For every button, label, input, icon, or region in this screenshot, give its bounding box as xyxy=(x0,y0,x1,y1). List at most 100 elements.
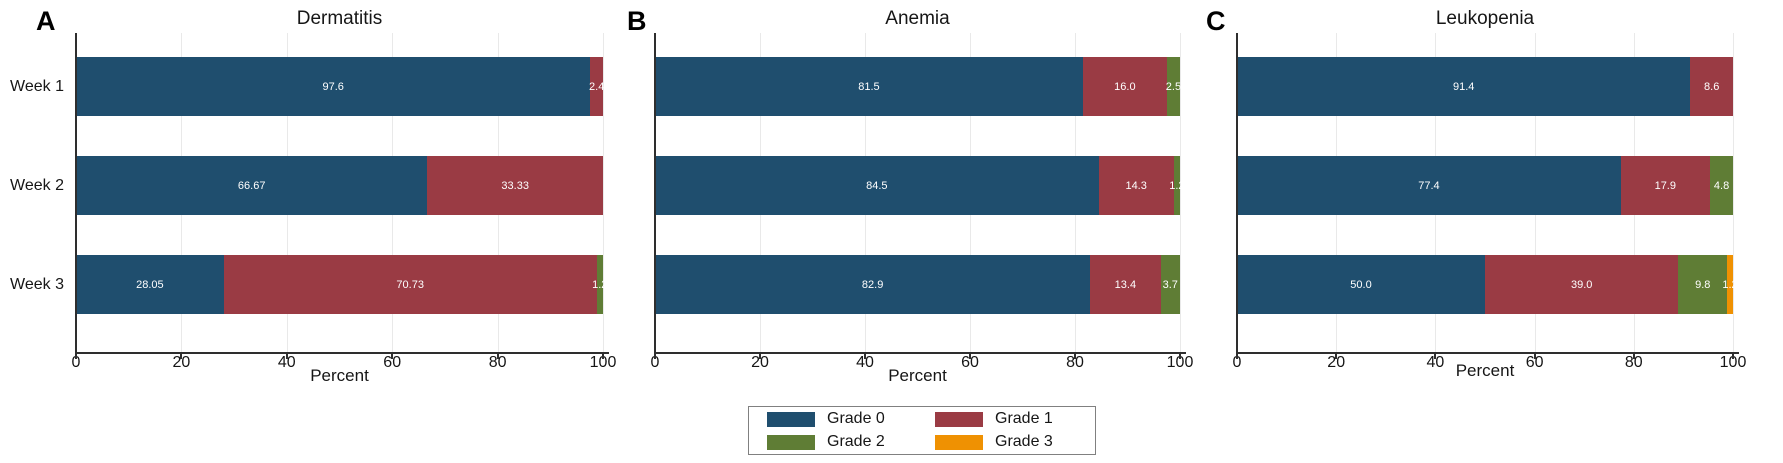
segment-grade-2 xyxy=(1173,156,1180,215)
legend-swatch-grade2 xyxy=(767,434,815,450)
segment-value-label: 16.0 xyxy=(1114,80,1136,93)
x-tick-label-100: 100 xyxy=(1166,354,1194,371)
category-label-week-3: Week 3 xyxy=(10,276,64,293)
segment-grade-1 xyxy=(1620,156,1710,215)
segment-value-label: 1.2 xyxy=(1722,278,1738,291)
x-tick-80 xyxy=(1632,352,1635,359)
panel-letter-c: C xyxy=(1206,6,1226,36)
chart-panel-c: C Leukopenia 91.4 8.6 77.4 17.9 4.8 50.0 39.0 9.8… xyxy=(1188,0,1783,463)
segment-value-label: 1.2 xyxy=(592,278,608,291)
segment-grade-1 xyxy=(427,156,603,215)
segment-value-label: 77.4 xyxy=(1418,179,1440,192)
segment-value-label: 28.05 xyxy=(136,278,164,291)
bar-a-week-2: 66.67 33.33 xyxy=(76,156,603,215)
segment-value-label: 9.8 xyxy=(1695,278,1711,291)
x-tick-label-80: 80 xyxy=(488,354,507,371)
x-tick-label-40: 40 xyxy=(277,354,296,371)
bar-b-week-2: 84.5 14.3 1.2 xyxy=(655,156,1184,215)
bar-a-week-1: 97.6 2.4 xyxy=(76,57,604,116)
segment-grade-2 xyxy=(1160,255,1180,314)
x-axis-line-c xyxy=(1236,352,1739,354)
x-tick-80 xyxy=(496,352,499,359)
segment-grade-0 xyxy=(1237,255,1485,314)
segment-value-label: 8.6 xyxy=(1704,80,1720,93)
segment-value-label: 4.8 xyxy=(1713,179,1730,192)
segment-grade-2 xyxy=(1166,57,1180,116)
x-tick-label-0: 0 xyxy=(1232,354,1242,371)
bar-b-week-1: 81.5 16.0 2.5 xyxy=(655,57,1182,116)
x-tick-100 xyxy=(1179,352,1181,359)
x-tick-0 xyxy=(654,352,656,359)
x-tick-60 xyxy=(969,352,971,359)
legend-label: Grade 0 xyxy=(827,410,885,427)
legend-entry-grade-1: Grade 1 xyxy=(935,410,1095,428)
bar-c-week-3: 50.0 39.0 9.8 1.2 xyxy=(1237,255,1738,314)
legend-swatch-grade1 xyxy=(935,411,983,427)
segment-value-label: 14.3 xyxy=(1125,179,1147,192)
y-axis-line-b xyxy=(654,33,656,352)
x-tick-label-60: 60 xyxy=(383,354,402,371)
x-tick-100 xyxy=(602,352,604,359)
bar-a-week-3: 28.05 70.73 1.2 xyxy=(76,255,607,314)
legend-entry-grade-2: Grade 2 xyxy=(767,433,917,451)
segment-grade-1 xyxy=(1082,57,1167,116)
legend-swatch-grade0 xyxy=(767,411,815,427)
segment-value-label: 50.0 xyxy=(1350,278,1372,291)
chart-panel-b: B Anemia 81.5 16.0 2.5 84.5 14.3 1.2 82.9 13.4 3.7… xyxy=(610,0,1193,463)
x-tick-label-60: 60 xyxy=(1525,354,1544,371)
x-tick-label-20: 20 xyxy=(1327,354,1346,371)
x-tick-label-60: 60 xyxy=(961,354,979,371)
segment-value-label: 66.67 xyxy=(237,179,266,192)
segment-value-label: 1.2 xyxy=(1169,179,1185,192)
x-tick-label-20: 20 xyxy=(751,354,769,371)
x-tick-60 xyxy=(1533,352,1536,359)
x-tick-80 xyxy=(1074,352,1076,359)
panel-letter-a: A xyxy=(36,6,56,36)
x-tick-0 xyxy=(75,352,77,359)
segment-grade-1 xyxy=(223,255,597,314)
x-tick-label-0: 0 xyxy=(650,354,660,371)
segment-grade-0 xyxy=(1237,57,1691,116)
chart-title-c: Leukopenia xyxy=(1435,8,1535,29)
category-label-week-2: Week 2 xyxy=(10,177,64,194)
segment-grade-3 xyxy=(1727,255,1733,314)
bar-b-week-3: 82.9 13.4 3.7 xyxy=(655,255,1180,314)
bar-c-week-1: 91.4 8.6 xyxy=(1237,57,1733,116)
x-tick-20 xyxy=(1335,352,1338,359)
segment-grade-0 xyxy=(76,156,428,215)
y-axis-line-a xyxy=(75,33,77,352)
segment-grade-2 xyxy=(1678,255,1728,314)
gridline-100 xyxy=(603,33,604,352)
x-tick-60 xyxy=(391,352,394,359)
gridline-100 xyxy=(1180,33,1181,352)
x-tick-label-0: 0 xyxy=(71,354,81,371)
chart-title-b: Anemia xyxy=(885,8,950,29)
segment-grade-0 xyxy=(1237,156,1621,215)
segment-grade-1 xyxy=(1090,255,1161,314)
segment-value-label: 81.5 xyxy=(858,80,880,93)
x-axis-title-c: Percent xyxy=(1455,361,1515,380)
segment-value-label: 3.7 xyxy=(1162,278,1178,291)
x-tick-label-40: 40 xyxy=(856,354,874,371)
segment-value-label: 97.6 xyxy=(322,80,344,93)
segment-value-label: 2.5 xyxy=(1165,80,1182,93)
x-axis-title-a: Percent xyxy=(310,366,369,385)
x-tick-0 xyxy=(1236,352,1238,359)
x-axis-line-b xyxy=(654,352,1186,354)
segment-grade-2 xyxy=(596,255,603,314)
segment-grade-0 xyxy=(76,57,591,116)
y-axis-line-c xyxy=(1236,33,1238,352)
segment-value-label: 39.0 xyxy=(1571,278,1593,291)
chart-panel-a: A Dermatitis 97.6 2.4 Week 1 66.67 33.33 Week 2… xyxy=(0,0,616,463)
segment-value-label: 70.73 xyxy=(396,278,424,291)
x-tick-40 xyxy=(285,352,288,359)
x-axis-line-a xyxy=(75,352,609,354)
segment-grade-1 xyxy=(1098,156,1174,215)
bar-c-week-2: 77.4 17.9 4.8 xyxy=(1237,156,1734,215)
x-tick-100 xyxy=(1732,352,1734,359)
segment-grade-0 xyxy=(655,156,1099,215)
segment-value-label: 13.4 xyxy=(1114,278,1137,291)
x-tick-label-40: 40 xyxy=(1426,354,1445,371)
legend-label: Grade 3 xyxy=(995,433,1053,450)
